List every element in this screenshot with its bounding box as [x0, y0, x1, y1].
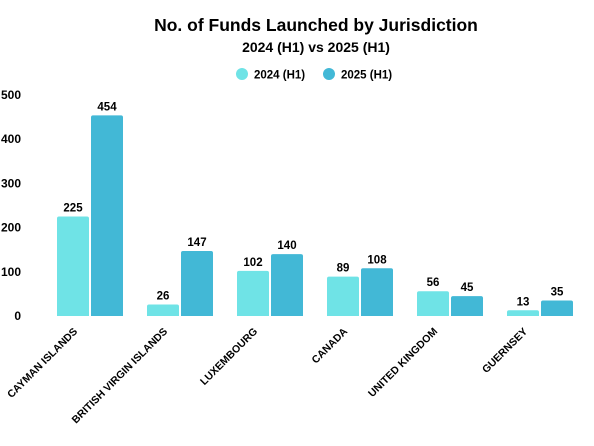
y-tick-label: 0 [14, 309, 21, 323]
bar [271, 254, 303, 316]
bar [57, 216, 89, 316]
legend-marker [323, 68, 335, 80]
data-label: 56 [427, 277, 440, 289]
bar [91, 115, 123, 316]
data-label: 102 [243, 257, 262, 269]
x-tick-label: CAYMAN ISLANDS [5, 326, 80, 401]
x-tick-label: CANADA [309, 325, 350, 366]
bar [541, 300, 573, 316]
bar [327, 276, 359, 316]
data-label: 45 [461, 282, 474, 294]
bar [507, 310, 539, 316]
legend-label: 2025 (H1) [341, 70, 392, 82]
x-tick-label: GUERNSEY [480, 326, 530, 376]
y-tick-label: 100 [1, 265, 21, 279]
bar [147, 304, 179, 316]
chart-subtitle: 2024 (H1) vs 2025 (H1) [242, 39, 390, 55]
x-tick-label: LUXEMBOURG [198, 326, 260, 388]
bar [237, 270, 269, 316]
y-tick-label: 500 [1, 88, 21, 102]
bar [451, 296, 483, 316]
y-tick-label: 300 [1, 176, 21, 190]
data-label: 89 [337, 263, 350, 275]
data-label: 108 [367, 254, 387, 266]
y-tick-label: 400 [1, 132, 21, 146]
legend-label: 2024 (H1) [254, 70, 305, 82]
bar [181, 251, 213, 316]
data-labels: 225 454 26 147 102 140 89 108 56 45 13 35 [63, 101, 564, 308]
y-tick-label: 200 [1, 221, 21, 235]
legend-marker [236, 68, 248, 80]
data-label: 13 [517, 296, 530, 308]
data-label: 454 [97, 101, 117, 113]
chart-title: No. of Funds Launched by Jurisdiction [154, 15, 478, 35]
data-label: 26 [157, 291, 170, 303]
x-tick-label: UNITED KINGDOM [366, 325, 440, 399]
legend: 2024 (H1) 2025 (H1) [236, 68, 392, 82]
bar [417, 291, 449, 316]
y-axis: 0 100 200 300 400 500 [1, 88, 21, 323]
data-label: 35 [551, 287, 564, 299]
data-label: 140 [277, 240, 296, 252]
bars [57, 115, 573, 316]
bar [361, 268, 393, 316]
x-tick-label: BRITISH VIRGIN ISLANDS [70, 326, 170, 426]
data-label: 147 [187, 237, 206, 249]
data-label: 225 [63, 203, 83, 215]
